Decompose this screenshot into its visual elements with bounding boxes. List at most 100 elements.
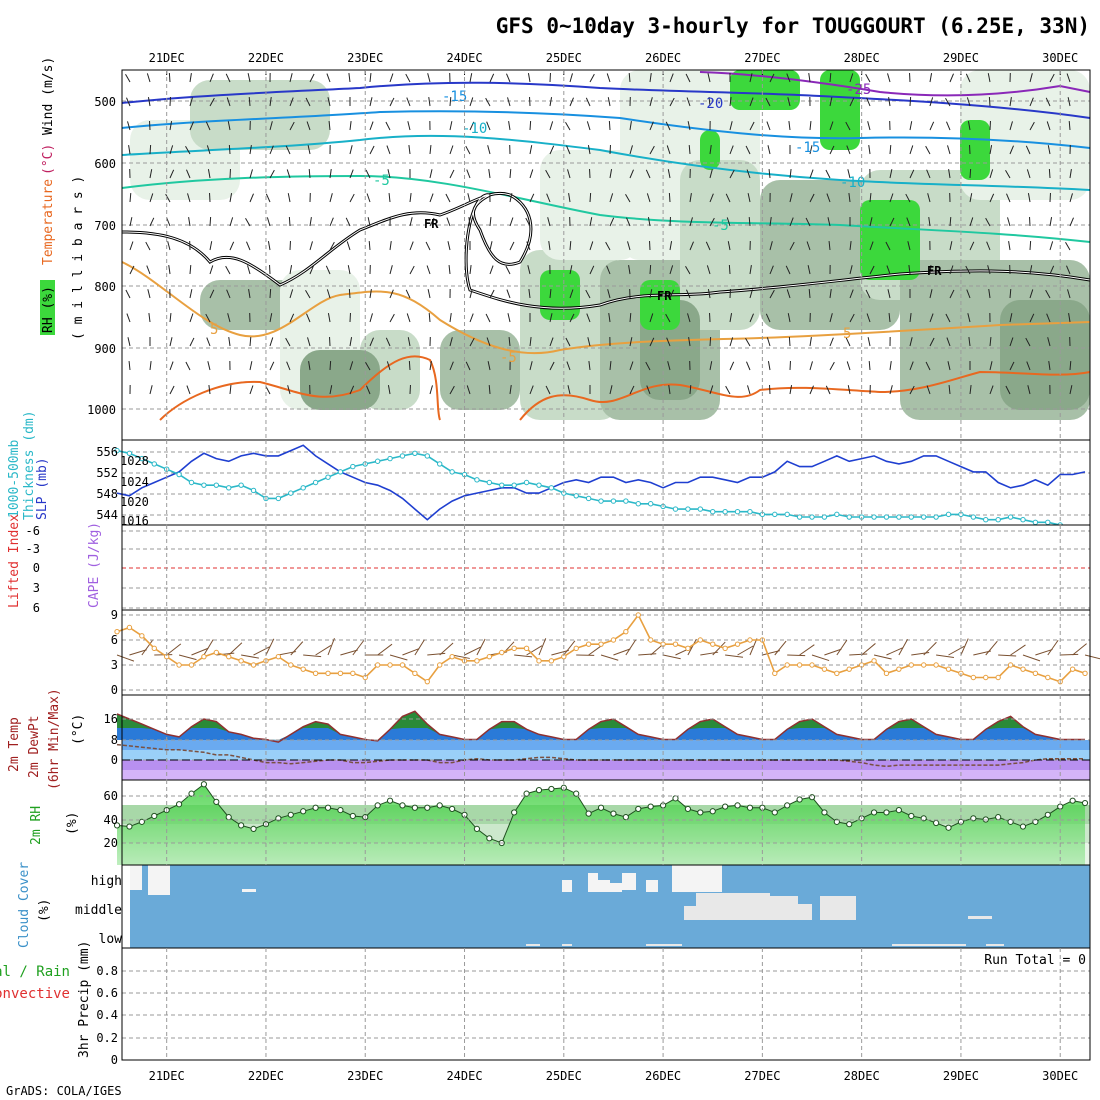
wind-speed-point [126, 624, 133, 631]
wind-barb [149, 144, 152, 155]
wind-barb [787, 313, 791, 323]
wind-speed-point [834, 670, 840, 677]
date-label: 30DEC [1042, 51, 1078, 65]
wind-barb [469, 265, 472, 275]
rh2m-point [138, 818, 145, 825]
wind-barb [749, 313, 754, 323]
wind-barb [209, 97, 215, 107]
thickness-point [945, 511, 952, 518]
wind-barb [829, 313, 833, 323]
thickness-point [499, 482, 505, 488]
temp-band [122, 760, 1090, 770]
contour-label: -10 [840, 175, 865, 191]
wind-speed-point [821, 666, 828, 672]
cloud-high-block [622, 873, 636, 890]
wind-barb [885, 241, 891, 251]
wind-barb [668, 192, 671, 203]
wind-barb [646, 193, 651, 203]
date-label: 24DEC [446, 51, 482, 65]
wind-barb [449, 169, 455, 179]
cloud-low-block [986, 944, 1004, 946]
wind-barb [1068, 120, 1071, 131]
wind-barb [769, 73, 775, 83]
temp2m-label-line1: 2m Temp [7, 717, 22, 772]
wind-barb [808, 288, 811, 299]
thickness-point [139, 455, 145, 462]
thickness-point [201, 482, 207, 488]
wind-barb [465, 145, 471, 155]
rh2m-point [1019, 823, 1027, 830]
wind10m-barb [936, 654, 955, 659]
wind-barb [688, 337, 691, 347]
contour-label: 5 [843, 326, 851, 342]
wind-barb [849, 73, 854, 83]
rh2m-point [548, 785, 555, 793]
wind-barb [209, 289, 215, 299]
rh2m-unit: (%) [65, 812, 80, 835]
wind-barb [269, 361, 275, 371]
rh-shade [190, 80, 330, 150]
wind-speed-point [288, 662, 294, 668]
wind-barb [565, 121, 571, 131]
wind-barb [308, 361, 311, 371]
wind-barb [365, 169, 371, 179]
date-axis-top: 21DEC 22DEC 23DEC 24DEC 25DEC 26DEC 27DEC 28DEC… [149, 51, 1078, 75]
thickness-point [1032, 519, 1039, 526]
wind-speed-point [685, 645, 691, 652]
wind10m-barb [625, 639, 637, 656]
wind-barb [167, 241, 171, 251]
wind10m-barb [762, 650, 780, 656]
cloud-high-block [130, 865, 142, 890]
wind-barb [968, 337, 971, 347]
wind-barb [1025, 337, 1031, 347]
wind-speed-point [337, 670, 344, 677]
thickness-point [784, 511, 790, 518]
wind10m-barb [191, 647, 209, 656]
wind-barb [868, 360, 871, 371]
wind-barb [287, 385, 291, 395]
wind-barb [989, 336, 992, 347]
wind-barb [667, 361, 671, 371]
wind-barb [828, 240, 831, 251]
wind-barb [206, 145, 211, 155]
wind-barb [369, 145, 375, 155]
rh2m-point [796, 796, 803, 803]
rh2m-point [597, 804, 605, 811]
wind-barb [228, 144, 231, 155]
wind-barb [948, 169, 951, 179]
wind-barb [249, 361, 253, 371]
wind-barb [709, 145, 712, 155]
wind-barb [226, 289, 231, 299]
wind-barb [809, 145, 813, 155]
date-label: 24DEC [446, 1069, 482, 1083]
thickness-point [672, 506, 679, 512]
wind-barb [207, 169, 211, 179]
wind-barb [806, 241, 811, 251]
rh2m-point [1081, 799, 1089, 807]
wind-barb [1027, 385, 1031, 395]
wind-barb [886, 265, 891, 275]
wind-barb [988, 96, 991, 107]
rh2m-point [175, 801, 183, 808]
contour-label: FR [657, 289, 672, 303]
wind10m-barb [389, 654, 408, 661]
cloud-middle-block [696, 893, 770, 920]
wind-barb [389, 241, 392, 251]
wind-barb [725, 385, 731, 395]
wind-barb [369, 337, 374, 347]
wind-barb [287, 193, 291, 203]
rh-shade-high [960, 120, 990, 180]
wind-barb [129, 241, 134, 251]
wind-barb [607, 289, 611, 299]
axis-tick-label: 552 [96, 466, 118, 480]
thickness-point [896, 514, 902, 520]
wind-barb [469, 337, 475, 347]
wind-speed-point [697, 637, 704, 643]
date-label: 21DEC [149, 1069, 185, 1083]
thickness-point [796, 514, 803, 520]
wind-barb [686, 97, 691, 107]
wind-barb [329, 193, 333, 203]
wind-barb [849, 241, 852, 251]
wind-barb [487, 361, 491, 371]
wind10m-barb [526, 645, 543, 656]
